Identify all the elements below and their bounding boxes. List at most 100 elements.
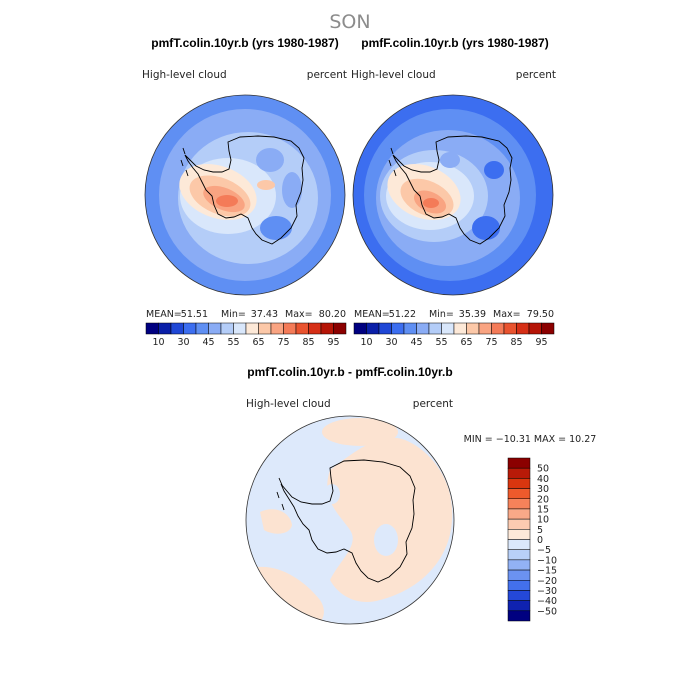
- colorbar-swatch: [220, 322, 234, 335]
- colorbar-swatch: [283, 322, 297, 335]
- panel-2-coast-detail: [388, 147, 397, 177]
- colorbar-swatch: [428, 322, 442, 335]
- colorbar-swatch: [270, 322, 284, 335]
- panel-1-coast-detail: [180, 147, 189, 177]
- colorbar-tick-label: 75: [277, 337, 289, 348]
- panel-1-max-label: Max=: [285, 309, 313, 320]
- colorbar-swatch: [378, 322, 392, 335]
- panel-1-field-cool-2: [256, 148, 284, 172]
- panel-2-field-warm-4: [423, 198, 439, 208]
- colorbar-tick-label: −30: [537, 586, 557, 597]
- panel-2-field-cool-1: [472, 216, 500, 240]
- panel-2-colorbar: 10 30 45 55 65 75 85 95: [353, 322, 555, 348]
- colorbar-swatch: [507, 518, 531, 530]
- colorbar-tick-label: 95: [327, 337, 339, 348]
- panel-3-field-pos-1: [327, 437, 453, 602]
- colorbar-swatch: [507, 580, 531, 591]
- panel-1-map-border: [144, 94, 346, 296]
- panel-3-units-label: percent: [413, 398, 453, 410]
- colorbar-swatch: [295, 322, 309, 335]
- colorbar-tick-label: 0: [537, 535, 543, 546]
- colorbar-swatch: [507, 457, 531, 469]
- panel-1-units-label: percent: [307, 69, 347, 81]
- panel-1: pmfT.colin.10yr.b (yrs 1980-1987) High-l…: [142, 36, 347, 348]
- panel-1-variable-label: High-level cloud: [142, 69, 227, 81]
- colorbar-swatch: [183, 322, 197, 335]
- colorbar-swatch: [516, 322, 530, 335]
- colorbar-swatch: [507, 508, 531, 520]
- colorbar-swatch: [158, 322, 172, 335]
- panel-2-units-label: percent: [516, 69, 556, 81]
- panel-2-coastline: [392, 135, 513, 245]
- colorbar-swatch: [353, 322, 367, 335]
- colorbar-tick-label: 55: [227, 337, 239, 348]
- colorbar-swatch: [170, 322, 184, 335]
- panel-3-field-pos-4: [322, 418, 398, 446]
- colorbar-tick-label: 95: [535, 337, 547, 348]
- colorbar-swatch: [308, 322, 322, 335]
- panel-1-field-cool-1: [260, 216, 292, 240]
- colorbar-swatch: [507, 478, 531, 489]
- colorbar-swatch: [403, 322, 417, 335]
- panel-2-polar-map: [353, 95, 553, 295]
- colorbar-tick-label: 45: [410, 337, 422, 348]
- colorbar-swatch: [507, 549, 531, 561]
- panel-3-field-neg-1: [374, 524, 398, 556]
- colorbar-swatch: [507, 590, 531, 601]
- colorbar-tick-label: −15: [537, 566, 557, 577]
- colorbar-swatch: [507, 488, 531, 499]
- panel-1-mean-value: 51.51: [181, 309, 208, 320]
- colorbar-swatch: [258, 322, 272, 335]
- panel-1-coastline: [184, 135, 305, 245]
- colorbar-tick-label: 30: [177, 337, 189, 348]
- panel-2-mean-value: 51.22: [389, 309, 416, 320]
- panel-3-coast-detail: [276, 477, 285, 511]
- panel-2: pmfF.colin.10yr.b (yrs 1980-1987) High-l…: [351, 36, 556, 348]
- colorbar-tick-label: 75: [485, 337, 497, 348]
- colorbar-swatch: [491, 322, 505, 335]
- colorbar-tick-label: 65: [252, 337, 264, 348]
- colorbar-tick-label: 45: [202, 337, 214, 348]
- panel-2-max-label: Max=: [493, 309, 521, 320]
- panel-1-min-value: 37.43: [251, 309, 278, 320]
- colorbar-tick-label: 10: [152, 337, 164, 348]
- panel-2-field-cool-3: [440, 152, 460, 168]
- colorbar-swatch: [466, 322, 480, 335]
- panel-1-mean-label: MEAN=: [146, 309, 182, 320]
- colorbar-tick-label: 10: [360, 337, 372, 348]
- colorbar-tick-label: 10: [537, 515, 549, 526]
- colorbar-swatch: [528, 322, 542, 335]
- colorbar-swatch: [245, 322, 259, 335]
- panel-3-variable-label: High-level cloud: [246, 398, 331, 410]
- panel-2-min-value: 35.39: [459, 309, 486, 320]
- colorbar-swatch: [453, 322, 467, 335]
- colorbar-swatch: [507, 539, 531, 550]
- panel-1-field-warm-4: [216, 195, 238, 207]
- colorbar-swatch: [233, 322, 247, 335]
- panel-3-title: pmfT.colin.10yr.b - pmfF.colin.10yr.b: [247, 365, 452, 379]
- panel-1-field-cool-3: [282, 172, 302, 208]
- colorbar-tick-label: −20: [537, 576, 557, 587]
- colorbar-tick-label: 20: [537, 494, 549, 505]
- colorbar-swatch: [507, 610, 531, 622]
- colorbar-swatch: [478, 322, 492, 335]
- panel-3-coastline: [280, 459, 416, 583]
- colorbar-tick-label: −40: [537, 596, 557, 607]
- panel-3-min-max: MIN = −10.31 MAX = 10.27: [464, 434, 597, 445]
- panel-2-map-border: [352, 94, 554, 296]
- colorbar-tick-label: 55: [435, 337, 447, 348]
- colorbar-swatch: [503, 322, 517, 335]
- colorbar-swatch: [208, 322, 222, 335]
- panel-1-field-warm-5: [257, 180, 275, 190]
- panel-1-colorbar: 10 30 45 55 65 75 85 95: [145, 322, 347, 348]
- colorbar-tick-label: 85: [302, 337, 314, 348]
- panel-1-polar-map: [145, 95, 345, 295]
- panel-2-variable-label: High-level cloud: [351, 69, 436, 81]
- panel-3-map-border: [245, 415, 455, 625]
- colorbar-tick-label: 30: [537, 484, 549, 495]
- panel-1-max-value: 80.20: [319, 309, 346, 320]
- panel-2-mean-label: MEAN=: [354, 309, 390, 320]
- colorbar-tick-label: −5: [537, 545, 551, 556]
